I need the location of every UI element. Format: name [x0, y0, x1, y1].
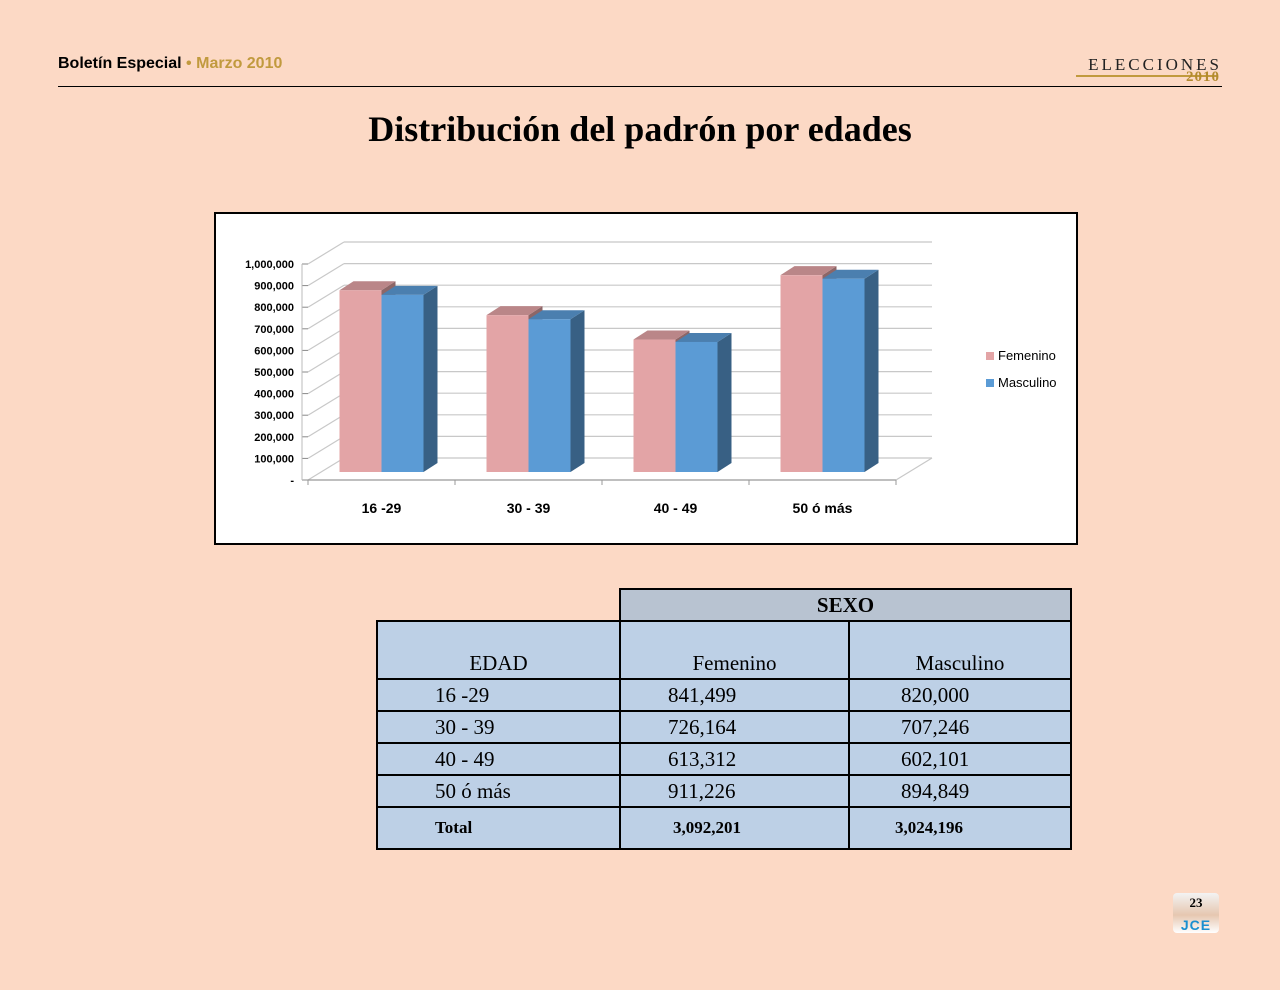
bar [822, 278, 865, 472]
header-rule [58, 86, 1222, 87]
y-tick-label: 400,000 [254, 389, 294, 401]
x-tick-label: 40 - 49 [654, 500, 698, 516]
table-header-edad: EDAD [376, 620, 621, 680]
y-tick-label: 800,000 [254, 302, 294, 314]
y-tick-label: 500,000 [254, 367, 294, 379]
table-cell: 894,849 [848, 774, 1072, 808]
legend-swatch [986, 379, 994, 387]
bar-side [717, 332, 732, 472]
y-tick-label: 700,000 [254, 324, 294, 336]
logo-year: 2010 [1186, 69, 1220, 85]
page-badge: 23 JCE [1173, 893, 1219, 933]
gridline-diagonal [307, 263, 345, 287]
gridline-diagonal [307, 349, 345, 373]
gridline-diagonal [307, 457, 345, 481]
logo-underline [1076, 75, 1218, 77]
elecciones-logo: ELECCIONES 2010 [1074, 55, 1222, 87]
y-tick-label: 100,000 [254, 453, 294, 465]
y-tick-label: 600,000 [254, 345, 294, 357]
bar-side [864, 269, 879, 472]
table-header-row: EDAD Femenino Masculino [376, 620, 1072, 680]
bar [528, 319, 571, 472]
gridline-diagonal [307, 327, 345, 351]
bar [633, 339, 676, 472]
gridline-diagonal [307, 392, 345, 416]
bar-top [381, 285, 438, 295]
table-group-header: SEXO [619, 588, 1072, 622]
gridline-diagonal [307, 435, 345, 459]
table-total-femenino: 3,092,201 [619, 806, 850, 850]
bar-top [822, 269, 879, 279]
table-cell: 30 - 39 [376, 710, 621, 744]
y-tick-label: 900,000 [254, 281, 294, 293]
header-separator: • [186, 55, 192, 72]
bar-top [486, 306, 543, 316]
table-corner [377, 589, 620, 621]
bar [486, 315, 529, 472]
table-cell: 820,000 [848, 678, 1072, 712]
legend-label: Femenino [998, 348, 1056, 363]
legend-label: Masculino [998, 375, 1057, 390]
gridline-diagonal [307, 414, 345, 438]
gridline-diagonal [307, 306, 345, 330]
logo-brand: ELECCIONES [1088, 55, 1222, 74]
bar-chart: - 100,000 200,000 300,000 400,000 500,000 600,… [214, 212, 1078, 545]
y-tick-label: 200,000 [254, 432, 294, 444]
table-row: 40 - 49 613,312 602,101 [376, 742, 1072, 776]
chart-canvas: - 100,000 200,000 300,000 400,000 500,000 600,… [245, 241, 1057, 516]
table-cell: 911,226 [619, 774, 850, 808]
page-title: Distribución del padrón por edades [368, 109, 912, 149]
table-row: 50 ó más 911,226 894,849 [376, 774, 1072, 808]
table-cell: 707,246 [848, 710, 1072, 744]
table-total-label: Total [376, 806, 621, 850]
y-tick-label: 300,000 [254, 410, 294, 422]
gridline-diagonal [307, 371, 345, 395]
table-header-femenino: Femenino [619, 620, 850, 680]
gridline-diagonal [307, 284, 345, 308]
table-cell: 50 ó más [376, 774, 621, 808]
bar [780, 275, 823, 472]
bulletin-date: Marzo 2010 [196, 55, 283, 72]
table-row: 30 - 39 726,164 707,246 [376, 710, 1072, 744]
x-tick-label: 30 - 39 [507, 500, 551, 516]
bulletin-title: Boletín Especial [58, 55, 182, 72]
bar [339, 290, 382, 472]
table-header-masculino: Masculino [848, 620, 1072, 680]
table-cell: 613,312 [619, 742, 850, 776]
bar-top [339, 281, 396, 291]
bar-top [633, 330, 690, 340]
bulletin-header: Boletín Especial • Marzo 2010 [58, 55, 282, 73]
bar [675, 341, 718, 472]
y-tick-label: - [290, 475, 294, 487]
bar-side [570, 310, 585, 472]
table-cell: 726,164 [619, 710, 850, 744]
bar [381, 294, 424, 472]
bar-top [675, 332, 732, 342]
bar-top [780, 266, 837, 276]
table-row: 16 -29 841,499 820,000 [376, 678, 1072, 712]
legend-swatch [986, 352, 994, 360]
jce-logo: JCE [1180, 917, 1212, 933]
bar-side [423, 285, 438, 472]
table-cell: 841,499 [619, 678, 850, 712]
data-table: SEXO EDAD Femenino Masculino 16 -29 841,… [376, 588, 1072, 850]
table-cell: 16 -29 [376, 678, 621, 712]
table-group-header-row: SEXO [377, 588, 1072, 622]
x-tick-label: 16 -29 [362, 500, 402, 516]
table-cell: 40 - 49 [376, 742, 621, 776]
y-tick-label: 1,000,000 [245, 259, 294, 271]
table-total-row: Total 3,092,201 3,024,196 [376, 806, 1072, 850]
page-number: 23 [1189, 895, 1203, 910]
table-total-masculino: 3,024,196 [848, 806, 1072, 850]
x-tick-label: 50 ó más [793, 500, 853, 516]
page-badge-background [1173, 893, 1219, 933]
bar-top [528, 310, 585, 320]
table-cell: 602,101 [848, 742, 1072, 776]
floor-edge [895, 457, 933, 481]
gridline-diagonal [307, 241, 345, 265]
